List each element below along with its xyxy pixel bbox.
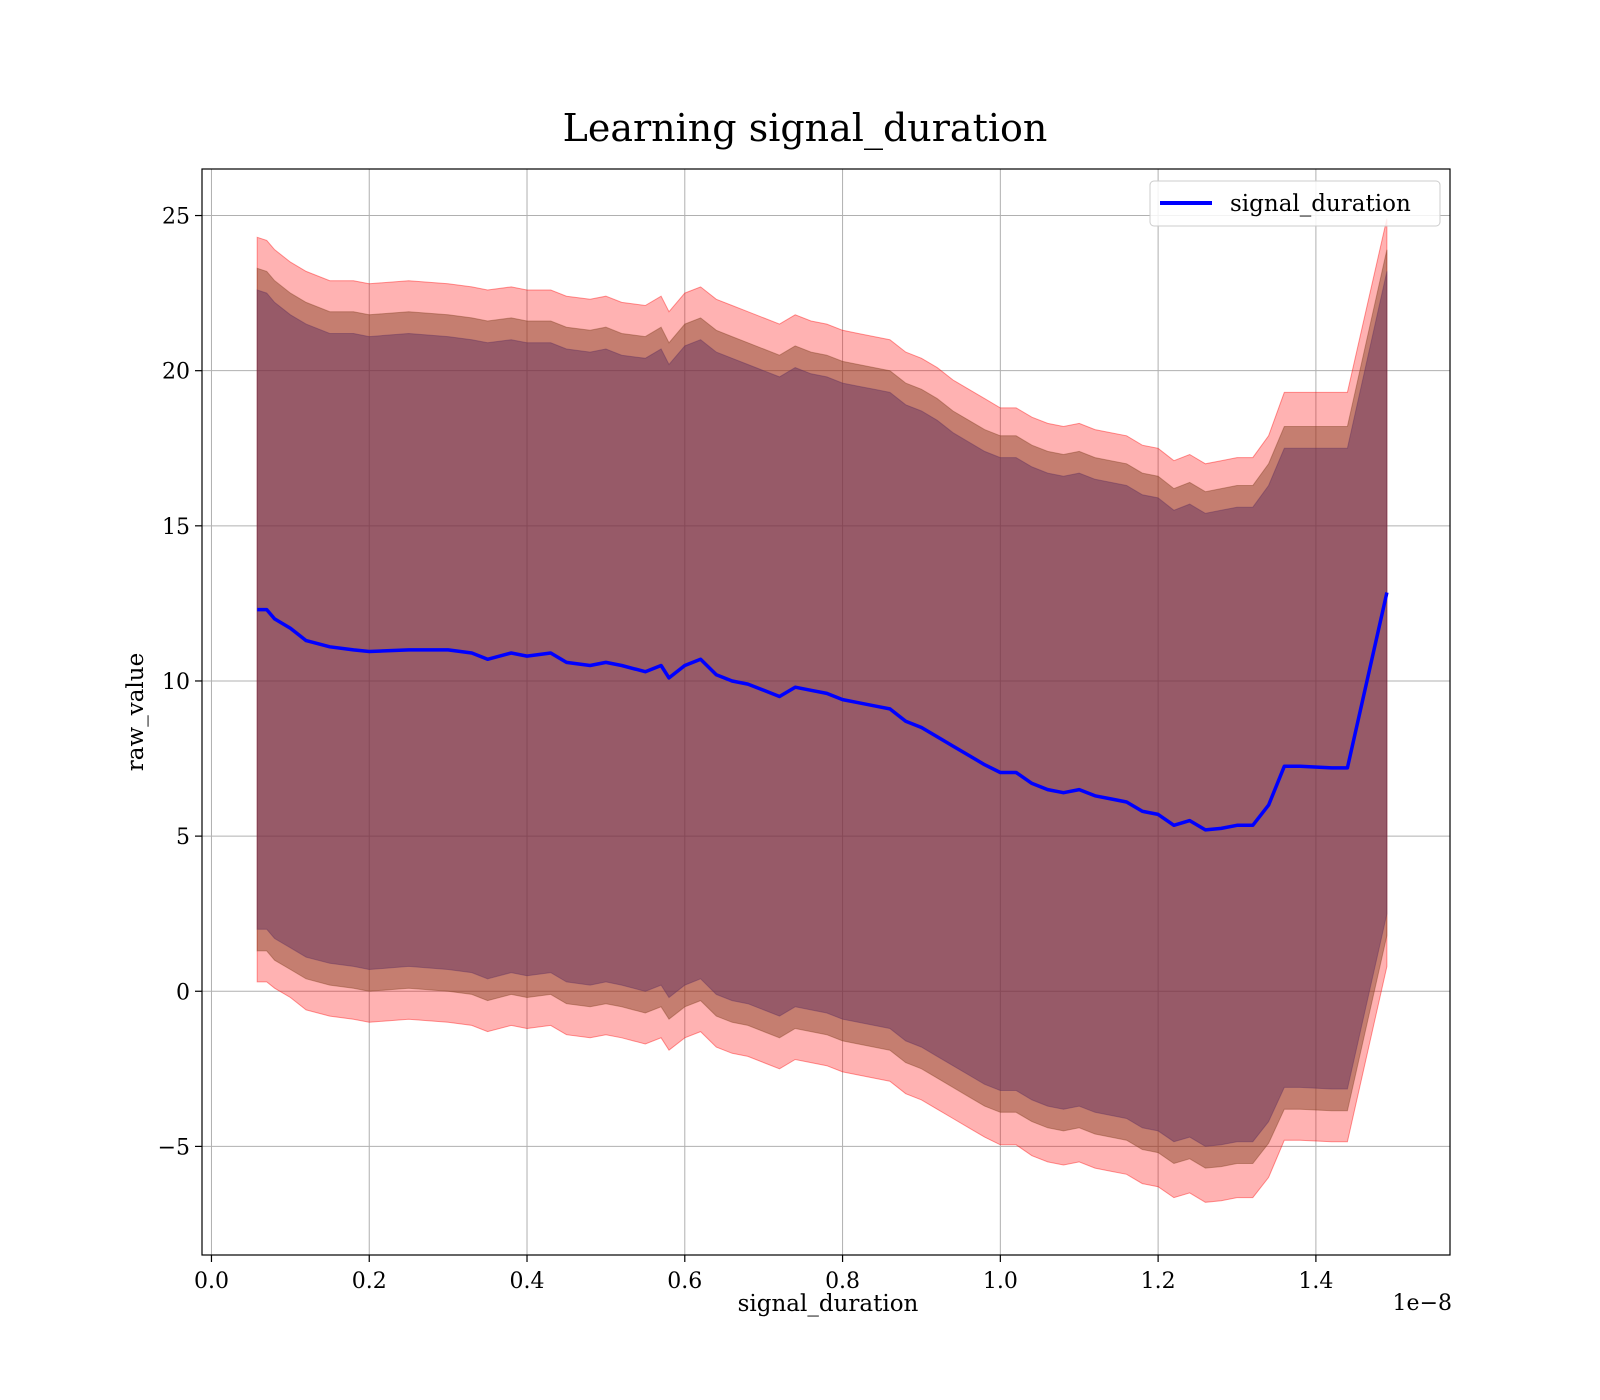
x-tick-label: 0.6 (667, 1269, 702, 1294)
x-tick-label: 0.2 (352, 1269, 387, 1294)
y-tick-label: 0 (176, 980, 190, 1005)
y-tick-label: 15 (162, 515, 190, 540)
legend: signal_duration (1149, 180, 1441, 227)
confidence-band (256, 271, 1388, 1147)
plot-frame (201, 168, 1451, 1256)
confidence-bands (256, 218, 1388, 1203)
y-tick-label: −5 (158, 1135, 190, 1160)
grid (202, 169, 1450, 1255)
y-tick-label: 20 (162, 360, 190, 385)
x-tick-label: 0.0 (194, 1269, 229, 1294)
x-tick-label: 1.4 (1298, 1269, 1333, 1294)
series-line-signal-duration (257, 592, 1389, 832)
y-tick-label: 10 (162, 670, 190, 695)
y-axis-label: raw_value (123, 653, 149, 771)
legend-box (1149, 180, 1441, 227)
x-tick-label: 1.2 (1141, 1269, 1176, 1294)
series-lines (257, 592, 1389, 832)
y-tick-label: 5 (176, 825, 190, 850)
chart-title: Learning signal_duration (563, 106, 1048, 151)
x-offset-label: 1e−8 (1393, 1291, 1452, 1316)
confidence-band (256, 218, 1388, 1203)
confidence-band (256, 249, 1388, 1169)
x-tick-label: 0.8 (825, 1269, 860, 1294)
axis-ticks: 0.0 0.2 0.4 0.6 0.8 1.0 1.2 1.4 −5 0 5 10 15 20 25 (158, 205, 1334, 1294)
legend-label: signal_duration (1230, 191, 1411, 217)
x-axis-label: signal_duration (738, 1291, 919, 1317)
y-tick-label: 25 (162, 205, 190, 230)
x-tick-label: 0.4 (510, 1269, 545, 1294)
x-tick-label: 1.0 (983, 1269, 1018, 1294)
